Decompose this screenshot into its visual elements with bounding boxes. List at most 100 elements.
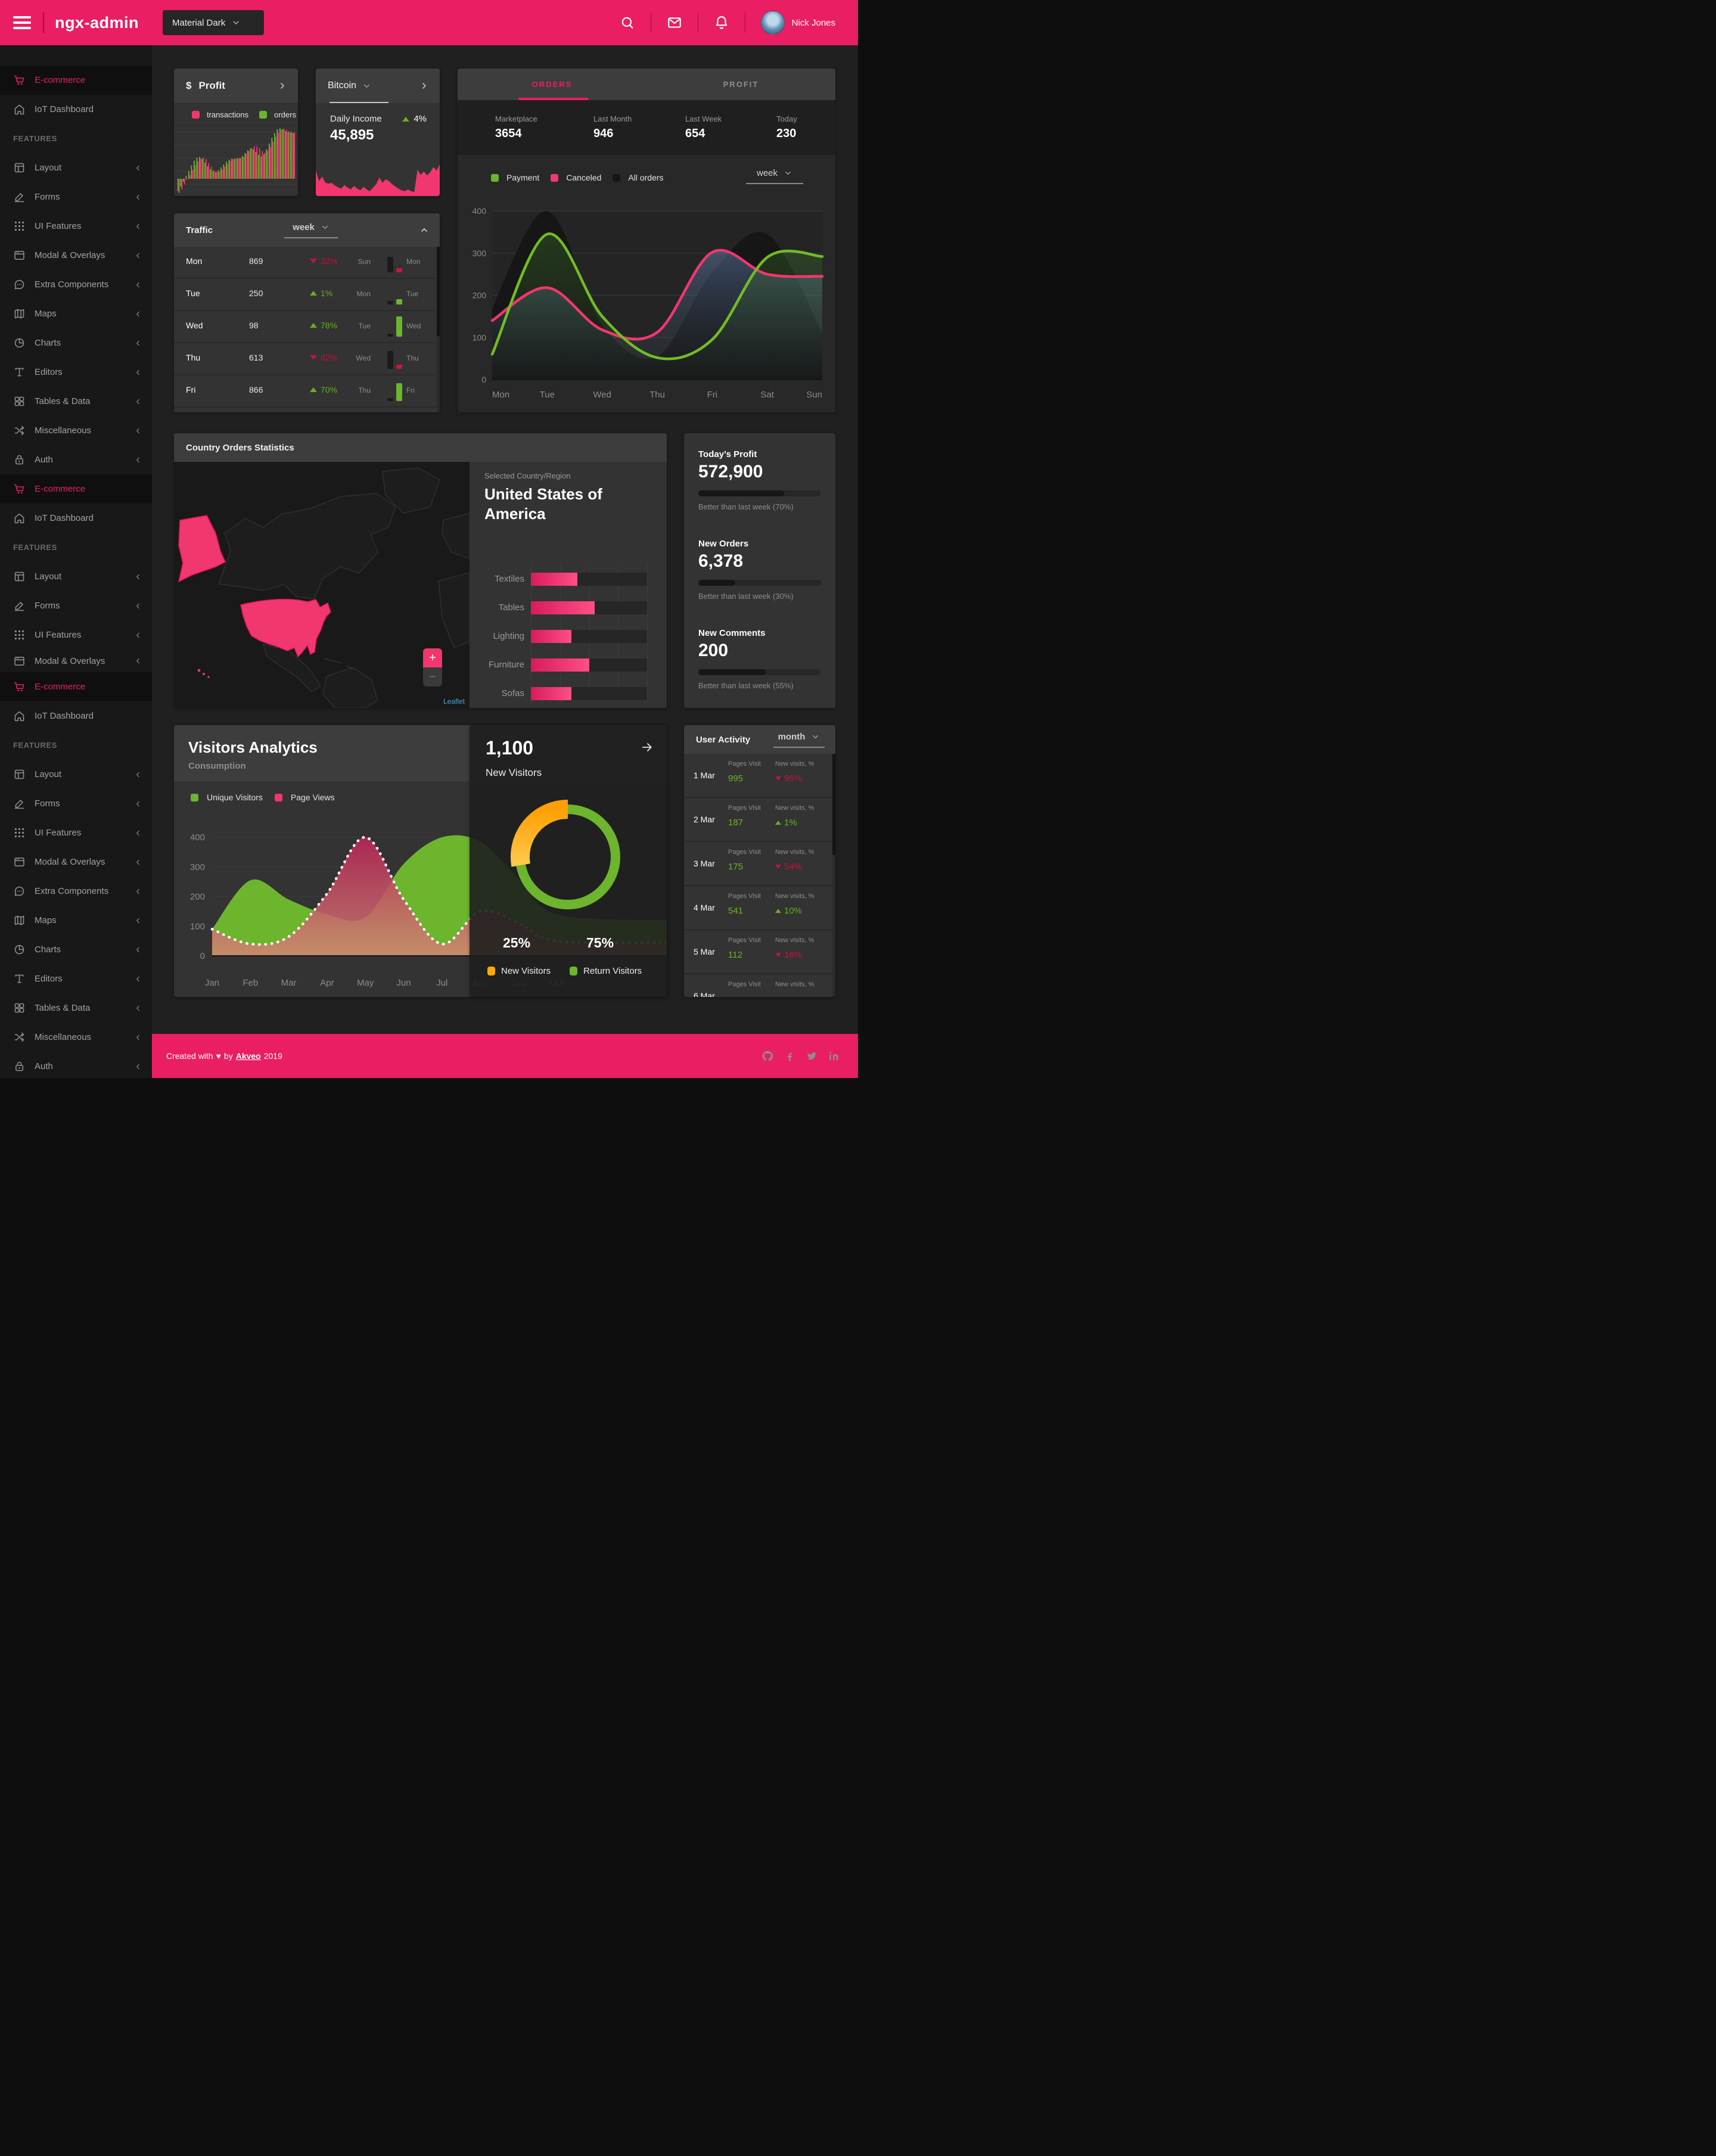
traffic-scrollbar[interactable] [437, 247, 440, 412]
linkedin-icon[interactable] [828, 1050, 840, 1063]
user-menu[interactable]: Nick Jones [760, 11, 835, 35]
new-orders-block: New Orders 6,378 Better than last week (… [698, 539, 821, 601]
search-icon[interactable] [620, 15, 635, 30]
sidebar-item-e-commerce[interactable]: E-commerce [0, 66, 152, 95]
islands-caribbean [324, 658, 353, 670]
orders-profit-card: ORDERS PROFIT Marketplace 3654 Last Month… [458, 69, 835, 412]
sidebar-item-auth[interactable]: Auth [0, 1052, 152, 1078]
sidebar-item-forms[interactable]: Forms [0, 789, 152, 818]
sidebar-item-iot-dashboard[interactable]: IoT Dashboard [0, 701, 152, 731]
sidebar-item-forms[interactable]: Forms [0, 591, 152, 620]
sidebar-item-layout[interactable]: Layout [0, 153, 152, 182]
user-activity-row-4-mar: 4 Mar Pages Visit New visits, % 541 10% [684, 886, 835, 930]
prev-day-bar [387, 351, 393, 369]
sidebar-item-miscellaneous[interactable]: Miscellaneous [0, 416, 152, 445]
svg-text:400: 400 [190, 832, 205, 843]
sidebar-item-e-commerce[interactable]: E-commerce [0, 672, 152, 701]
sidebar-item-maps[interactable]: Maps [0, 906, 152, 935]
orders-week-chart: 400 300 200 100 0 Mon Tue Wed Thu Fri Sat Sun [472, 206, 824, 400]
sidebar-item-layout[interactable]: Layout [0, 562, 152, 591]
traffic-current-day-label: Fri [406, 386, 415, 394]
sidebar-item-modal-overlays[interactable]: Modal & Overlays [0, 847, 152, 877]
menu-toggle-icon[interactable] [13, 16, 31, 29]
avatar [760, 11, 785, 35]
shopping-cart-icon [13, 483, 26, 495]
sidebar-item-editors[interactable]: Editors [0, 358, 152, 387]
map-zoom-in-button[interactable]: + [423, 648, 442, 667]
sidebar-item-extra-components[interactable]: Extra Components [0, 877, 152, 906]
leaflet-attribution-link[interactable]: Leaflet [443, 697, 465, 706]
shuffle-icon [13, 1031, 26, 1043]
progress-bar [698, 490, 821, 496]
triangle-down-icon [310, 355, 317, 360]
chevron-right-icon[interactable] [419, 81, 429, 91]
sidebar-item-label: UI Features [35, 828, 82, 838]
sidebar-item-modal-overlays[interactable]: Modal & Overlays [0, 241, 152, 270]
sidebar-item-e-commerce[interactable]: E-commerce [0, 474, 152, 504]
sidebar-item-iot-dashboard[interactable]: IoT Dashboard [0, 504, 152, 533]
sidebar-item-ui-features[interactable]: UI Features [0, 212, 152, 241]
sidebar-item-charts[interactable]: Charts [0, 935, 152, 964]
collapse-icon[interactable] [419, 225, 429, 235]
sidebar-item-auth[interactable]: Auth [0, 445, 152, 474]
sidebar-item-label: UI Features [35, 630, 82, 640]
sidebar-item-ui-features[interactable]: UI Features [0, 818, 152, 847]
sidebar-item-tables-data[interactable]: Tables & Data [0, 387, 152, 416]
world-map[interactable]: + − Leaflet [174, 462, 470, 708]
sidebar-section-header: FEATURES [13, 543, 57, 552]
keypad-icon [13, 827, 26, 839]
stat-value: 200 [698, 641, 729, 660]
sidebar-item-miscellaneous[interactable]: Miscellaneous [0, 1023, 152, 1052]
sidebar-item-label: Extra Components [35, 279, 109, 290]
new-visits-header: New visits, % [775, 981, 815, 988]
map-zoom-out-button[interactable]: − [423, 667, 442, 686]
twitter-icon[interactable] [806, 1050, 818, 1063]
bell-icon[interactable] [714, 15, 729, 30]
footer: Created with ♥ by Akveo 2019 [152, 1034, 858, 1078]
activity-scrollbar[interactable] [832, 754, 835, 997]
triangle-up-icon [310, 323, 317, 328]
svg-text:0: 0 [481, 375, 486, 384]
activity-period-select[interactable]: month [773, 732, 825, 748]
active-tab-underline [518, 98, 589, 100]
layout-icon [13, 570, 26, 583]
traffic-period-select[interactable]: week [284, 222, 338, 238]
usa-mainland-highlight [240, 598, 331, 658]
triangle-up-icon [310, 291, 317, 296]
sidebar-item-label: Charts [35, 945, 61, 955]
tab-profit[interactable]: PROFIT [723, 80, 759, 89]
theme-select[interactable]: Material Dark [163, 10, 265, 35]
new-visitors-card: 1,100 New Visitors 25% 75% New Visitors … [470, 725, 667, 997]
akveo-link[interactable]: Akveo [235, 1051, 261, 1061]
tab-orders[interactable]: ORDERS [531, 80, 573, 89]
sidebar-item-tables-data[interactable]: Tables & Data [0, 993, 152, 1023]
stat-value: 6,378 [698, 551, 744, 571]
sidebar-item-forms[interactable]: Forms [0, 182, 152, 212]
orders-stats-row: Marketplace 3654 Last Month 946 Last Week 6… [458, 100, 835, 155]
sidebar-item-charts[interactable]: Charts [0, 328, 152, 358]
sidebar-item-extra-components[interactable]: Extra Components [0, 270, 152, 299]
sidebar-item-maps[interactable]: Maps [0, 299, 152, 328]
sidebar-item-editors[interactable]: Editors [0, 964, 152, 993]
github-icon[interactable] [761, 1050, 774, 1063]
brand-logo[interactable]: ngx-admin [55, 13, 139, 32]
country-orders-bar-chart: TextilesTablesLightingFurnitureSofas0510… [470, 462, 667, 708]
sidebar-item-iot-dashboard[interactable]: IoT Dashboard [0, 95, 152, 124]
sidebar-item-layout[interactable]: Layout [0, 760, 152, 789]
email-icon[interactable] [667, 15, 682, 30]
traffic-prev-day-label: Sun [358, 257, 371, 266]
chevron-right-icon[interactable] [278, 81, 287, 91]
arrow-right-icon[interactable] [641, 741, 654, 754]
bitcoin-select-value[interactable]: Bitcoin [328, 80, 357, 91]
sidebar-item-ui-features[interactable]: UI Features [0, 620, 152, 650]
chevron-left-icon [134, 771, 142, 779]
shopping-cart-icon [13, 681, 26, 693]
country-card-title: Country Orders Statistics [186, 442, 294, 453]
prev-day-bar [387, 301, 393, 305]
sidebar-item-modal-overlays[interactable]: Modal & Overlays [0, 650, 152, 672]
facebook-icon[interactable] [784, 1050, 796, 1063]
traffic-value: 613 [249, 353, 263, 362]
country-bar-label: Tables [498, 602, 524, 613]
sidebar-item-label: Modal & Overlays [35, 250, 105, 260]
orders-period-select[interactable]: week [746, 168, 803, 184]
